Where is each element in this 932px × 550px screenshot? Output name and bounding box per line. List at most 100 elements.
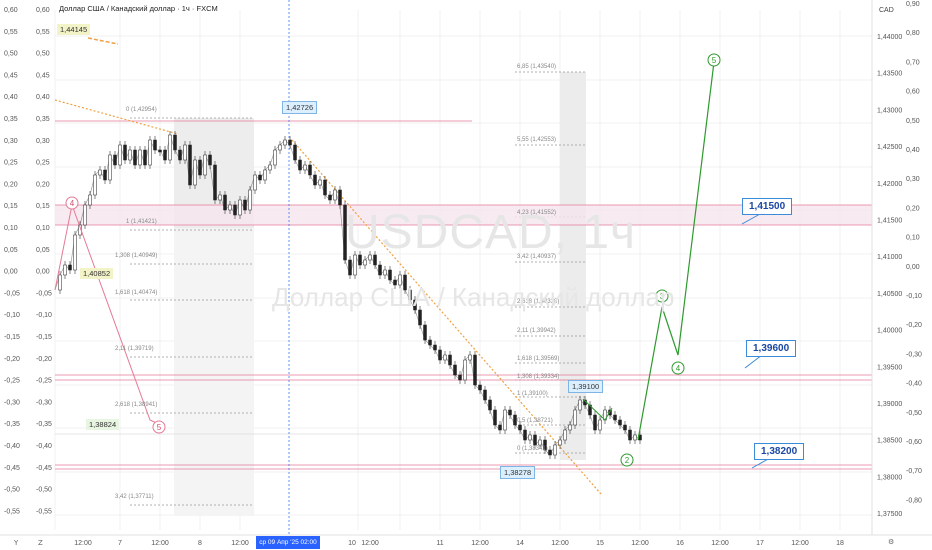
level-box-141500[interactable]: 1,41500 bbox=[742, 198, 793, 215]
left-axis-label: 0,00 bbox=[4, 269, 18, 276]
right-price-label: 1,39500 bbox=[877, 364, 902, 371]
candle bbox=[448, 354, 452, 366]
candle bbox=[178, 149, 182, 161]
candle bbox=[493, 409, 497, 426]
fib-left-label: 2,11 (1,39719) bbox=[115, 346, 154, 352]
fib-left-label: 0 (1,42954) bbox=[126, 107, 157, 113]
wave-label-4b: 4 bbox=[676, 364, 681, 373]
price-tag-138278: 1,38278 bbox=[500, 466, 536, 479]
fib-right-label: 2,11 (1,39942) bbox=[517, 328, 556, 334]
price-tag-140852: 1,40852 bbox=[80, 268, 114, 279]
left-axis-label: 0,30 bbox=[4, 138, 18, 145]
candle bbox=[238, 199, 242, 216]
right-pct-label: 0,00 bbox=[906, 264, 920, 271]
left-axis-label: -0,10 bbox=[4, 312, 20, 319]
right-pct-label: 0,90 bbox=[906, 1, 920, 8]
left-axis-label: -0,45 bbox=[4, 465, 20, 472]
right-price-label: 1,43000 bbox=[877, 107, 902, 114]
candle bbox=[233, 204, 237, 216]
level-box-139600[interactable]: 1,39600 bbox=[746, 340, 797, 357]
candle bbox=[418, 309, 422, 326]
candle bbox=[438, 349, 442, 361]
fib-left-label: 1,618 (1,40474) bbox=[115, 290, 157, 296]
left-axis-label: -0,30 bbox=[4, 399, 20, 406]
left-axis-label-2: 0,40 bbox=[36, 94, 50, 101]
candle bbox=[138, 149, 142, 166]
log-scale-icon[interactable]: Y bbox=[14, 539, 19, 547]
candle bbox=[478, 384, 482, 391]
gear-icon[interactable]: ⚙ bbox=[888, 538, 895, 546]
candle bbox=[508, 409, 512, 416]
candle bbox=[628, 429, 632, 441]
candle bbox=[213, 164, 217, 201]
candle bbox=[313, 174, 317, 186]
fib-left-label: 1,308 (1,40949) bbox=[115, 253, 157, 259]
candle bbox=[378, 264, 382, 276]
watermark-symbol: USDCAD, 1ч bbox=[345, 206, 637, 259]
time-axis-label: 15 bbox=[596, 540, 604, 547]
level-box-138200[interactable]: 1,38200 bbox=[754, 443, 805, 460]
time-axis-label: 11 bbox=[436, 540, 443, 547]
left-axis-label: -0,15 bbox=[4, 334, 20, 341]
fib-right-label: 0 (1,38341) bbox=[517, 446, 548, 452]
candle bbox=[193, 159, 197, 186]
left-axis-label: 0,20 bbox=[4, 181, 18, 188]
candle bbox=[188, 144, 192, 186]
candle bbox=[613, 414, 617, 421]
candle bbox=[338, 189, 342, 206]
right-pct-label: 0,10 bbox=[906, 235, 920, 242]
right-price-label: 1,38000 bbox=[877, 474, 902, 481]
right-price-label: 1,38500 bbox=[877, 438, 902, 445]
right-pct-label: 0,30 bbox=[906, 176, 920, 183]
candle bbox=[253, 174, 257, 191]
candle bbox=[273, 149, 277, 166]
candle bbox=[228, 204, 232, 211]
left-axis-label-2: 0,15 bbox=[36, 203, 50, 210]
zoom-icon[interactable]: Z bbox=[38, 539, 43, 547]
candle bbox=[573, 409, 577, 426]
candle bbox=[398, 274, 402, 286]
candle bbox=[108, 154, 112, 181]
candle bbox=[368, 254, 372, 261]
wave-label-5b: 5 bbox=[712, 56, 717, 65]
time-highlight: ср 09 Апр '25 02:00 bbox=[256, 536, 320, 549]
candle bbox=[543, 439, 547, 451]
candle bbox=[578, 399, 582, 411]
wave-label-3: 3 bbox=[660, 292, 665, 301]
watermark-name: Доллар США / Канадский доллар bbox=[272, 282, 675, 312]
candle bbox=[218, 194, 222, 201]
candle bbox=[363, 259, 367, 266]
left-axis-label: 0,50 bbox=[4, 51, 18, 58]
candle bbox=[148, 139, 152, 166]
candle bbox=[93, 174, 97, 196]
right-pct-label: 0,20 bbox=[906, 205, 920, 212]
candle bbox=[333, 189, 337, 201]
candle bbox=[303, 164, 307, 171]
candle bbox=[388, 269, 392, 281]
currency-label[interactable]: CAD bbox=[879, 7, 894, 14]
candle bbox=[558, 439, 562, 446]
candle bbox=[318, 179, 322, 186]
time-axis-label: 12:00 bbox=[711, 540, 729, 547]
candle bbox=[358, 254, 362, 266]
left-axis-label-2: 0,00 bbox=[36, 269, 50, 276]
candle bbox=[408, 289, 412, 301]
fib-right-label: 6,85 (1,43540) bbox=[517, 64, 556, 70]
left-axis-label-2: -0,20 bbox=[36, 356, 52, 363]
left-axis-label: 0,15 bbox=[4, 203, 18, 210]
wave-label-5: 5 bbox=[157, 423, 162, 432]
fib-extension-right-zone bbox=[560, 72, 586, 460]
left-axis-label: -0,20 bbox=[4, 356, 20, 363]
left-axis-label-2: -0,40 bbox=[36, 443, 52, 450]
candle bbox=[158, 149, 162, 153]
candle bbox=[623, 424, 627, 431]
time-axis-label: 12:00 bbox=[791, 540, 809, 547]
candle bbox=[433, 344, 437, 351]
left-axis-label-2: 0,10 bbox=[36, 225, 50, 232]
left-axis-label: 0,35 bbox=[4, 116, 18, 123]
right-price-label: 1,37500 bbox=[877, 511, 902, 518]
time-axis-label: 12:00 bbox=[361, 540, 379, 547]
candle bbox=[393, 279, 397, 286]
candle bbox=[528, 434, 532, 441]
